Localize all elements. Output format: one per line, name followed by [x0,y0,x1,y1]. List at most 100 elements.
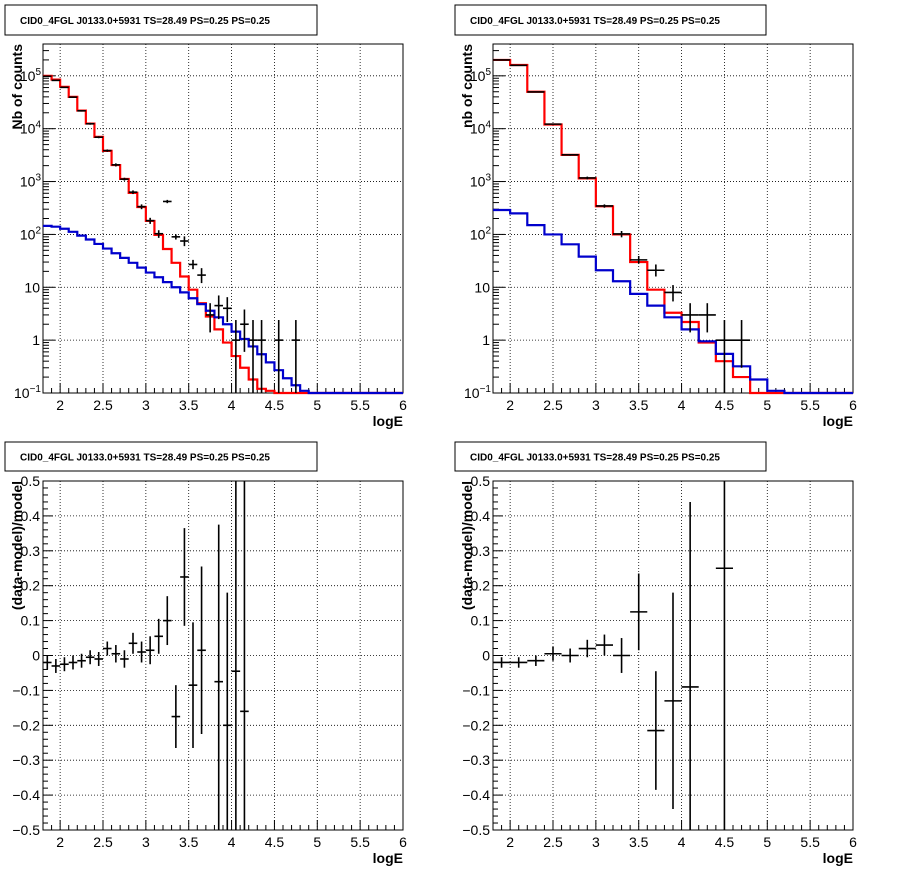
y-tick-label: 0.4 [21,508,41,524]
title-box [454,4,767,36]
y-tick-label: −0.2 [12,717,40,733]
y-axis-title: Nb of counts [9,44,25,130]
x-tick-label: 6 [849,834,857,850]
y-tick-label: 10 [474,279,490,295]
y-tick-label: 0.5 [471,473,491,489]
counts-panel-right: CID0_4FGL J0133.0+5931 TS=28.49 PS=0.25 … [454,4,857,429]
x-tick-label: 5.5 [350,397,370,413]
y-tick-label: 10−1 [14,384,41,401]
x-tick-label: 2 [56,834,64,850]
y-tick-label: 1 [482,332,490,348]
y-tick-label: −0.2 [462,717,490,733]
background-histogram [493,208,853,395]
y-tick-label: −0.5 [462,822,490,838]
x-tick-label: 6 [399,397,407,413]
x-tick-label: 2.5 [543,834,563,850]
title-box [4,4,318,36]
x-axis-ticks [42,383,404,393]
x-axis-title: logE [823,850,853,866]
y-tick-label: 0.5 [21,473,41,489]
x-tick-label: 4 [678,834,686,850]
title-box [4,441,318,472]
x-tick-label: 4 [228,834,236,850]
y-tick-label: 0.2 [471,578,491,594]
x-axis-title: logE [373,850,403,866]
y-axis-ticks [493,480,503,831]
y-axis-ticks [43,480,53,831]
chart-title: CID0_4FGL J0133.0+5931 TS=28.49 PS=0.25 … [470,16,720,27]
x-tick-label: 4.5 [265,397,285,413]
x-tick-label: 3.5 [179,834,199,850]
x-tick-label: 5 [313,834,321,850]
y-tick-label: 0 [32,648,40,664]
y-tick-label: −0.3 [12,752,40,768]
chart-title: CID0_4FGL J0133.0+5931 TS=28.49 PS=0.25 … [20,453,270,464]
x-tick-label: 3.5 [629,397,649,413]
y-tick-label: 0.1 [21,613,41,629]
y-tick-label: −0.1 [12,682,40,698]
y-tick-label: 102 [20,225,42,242]
y-tick-label: −0.5 [12,822,40,838]
x-tick-label: 4 [228,397,236,413]
y-tick-label: 102 [470,225,492,242]
residuals-panel-right: CID0_4FGL J0133.0+5931 TS=28.49 PS=0.25 … [454,441,857,866]
y-tick-label: −0.1 [462,682,490,698]
x-axis-title: logE [823,413,853,429]
y-tick-label: −0.4 [12,787,40,803]
y-tick-label: −0.4 [462,787,490,803]
y-tick-label: 0.3 [471,543,491,559]
plot-frame [492,43,854,394]
y-tick-label: 0.1 [471,613,491,629]
chart-title: CID0_4FGL J0133.0+5931 TS=28.49 PS=0.25 … [470,453,720,464]
x-tick-label: 5.5 [350,834,370,850]
x-tick-label: 3 [142,397,150,413]
y-tick-label: 1 [32,332,40,348]
x-tick-label: 5 [763,397,771,413]
x-tick-label: 5 [763,834,771,850]
title-box [454,441,767,472]
model-histogram [493,58,853,395]
y-axis-title: nb of counts [459,44,475,128]
grid-lines [43,481,403,830]
x-tick-label: 6 [399,834,407,850]
x-axis-ticks [492,820,854,830]
x-tick-label: 6 [849,397,857,413]
y-tick-label: 0 [482,648,490,664]
x-tick-label: 5 [313,397,321,413]
x-tick-label: 3.5 [179,397,199,413]
y-tick-label: 0.3 [21,543,41,559]
x-tick-label: 2.5 [543,397,563,413]
background-histogram [43,224,403,395]
y-tick-label: 0.2 [21,578,41,594]
residuals-panel-left: CID0_4FGL J0133.0+5931 TS=28.49 PS=0.25 … [4,441,407,866]
y-tick-label: 10 [24,279,40,295]
y-axis-ticks [493,43,505,394]
y-tick-label: 103 [470,173,492,190]
x-tick-label: 2.5 [93,834,113,850]
x-tick-label: 4.5 [715,397,735,413]
grid-lines [493,44,853,393]
y-tick-label: −0.3 [462,752,490,768]
y-axis-title: (data-model)/model [9,481,25,610]
model-histogram [43,74,403,395]
chart-title: CID0_4FGL J0133.0+5931 TS=28.49 PS=0.25 … [20,16,270,27]
x-tick-label: 3 [142,834,150,850]
residual-points [493,481,733,830]
x-tick-label: 2 [506,397,514,413]
data-points [43,75,301,393]
x-axis-ticks [492,383,854,393]
y-axis-ticks [43,43,55,394]
y-axis-title: (data-model)/model [459,481,475,610]
y-tick-label: 10−1 [464,384,491,401]
x-tick-label: 2 [506,834,514,850]
x-tick-label: 3.5 [629,834,649,850]
y-tick-label: 103 [20,173,42,190]
counts-panel-left: CID0_4FGL J0133.0+5931 TS=28.49 PS=0.25 … [4,4,407,429]
x-tick-label: 2.5 [93,397,113,413]
x-tick-label: 5.5 [800,834,820,850]
x-tick-label: 4.5 [715,834,735,850]
residual-points [43,481,249,830]
x-axis-ticks [42,820,404,830]
x-axis-title: logE [373,413,403,429]
